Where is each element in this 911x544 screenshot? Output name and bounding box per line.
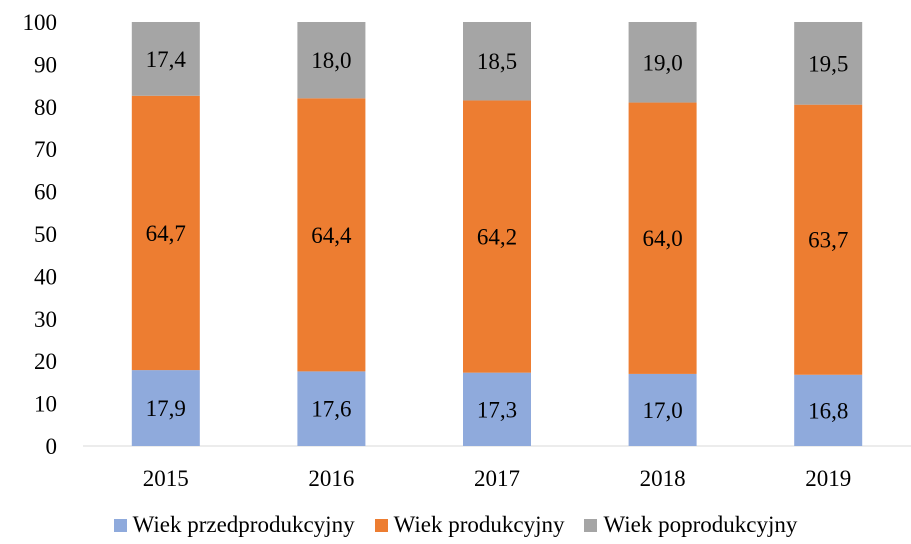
legend-label: Wiek przedprodukcyjny [132, 512, 355, 537]
bar-segment [131, 370, 200, 446]
y-tick-label: 80 [34, 95, 57, 120]
bar-segment [463, 22, 531, 101]
data-label: 17,0 [642, 398, 682, 423]
y-axis: 0 10 20 30 40 50 60 70 80 90 100 [23, 10, 58, 459]
data-label: 64,0 [642, 226, 682, 251]
legend-swatch [584, 518, 598, 532]
stacked-bar-chart: 0 10 20 30 40 50 60 70 80 90 100 17,9 64,7 17,4 17,6 6… [23, 10, 911, 491]
legend-item-post-working-age: Wiek poprodukcyjny [584, 512, 797, 538]
legend-label: Wiek poprodukcyjny [603, 512, 798, 537]
bar-segment [628, 102, 697, 374]
bar-segment [297, 371, 366, 446]
y-tick-label: 40 [34, 264, 57, 289]
y-tick-label: 10 [34, 392, 57, 417]
bars [131, 22, 863, 446]
legend-label: Wiek produkcyjny [393, 512, 565, 537]
x-tick-label: 2018 [640, 466, 686, 491]
data-label: 17,6 [311, 397, 351, 422]
data-labels: 17,9 64,7 17,4 17,6 64,4 18,0 17,3 64,2 18,5 17,0… [146, 47, 849, 423]
legend-swatch [113, 518, 127, 532]
data-label: 18,0 [311, 48, 351, 73]
data-label: 64,7 [146, 221, 186, 246]
bar-segment [794, 104, 863, 375]
y-tick-label: 60 [34, 180, 57, 205]
data-label: 17,4 [146, 47, 187, 72]
y-tick-label: 50 [34, 222, 57, 247]
y-tick-label: 30 [34, 307, 57, 332]
bar-segment [628, 373, 697, 446]
data-label: 19,0 [642, 50, 682, 75]
data-label: 17,3 [477, 397, 517, 422]
bar-segment [131, 95, 200, 371]
bar-segment [463, 100, 531, 373]
x-tick-label: 2016 [308, 466, 354, 491]
data-label: 18,5 [477, 49, 517, 74]
legend-swatch [374, 518, 388, 532]
bar-segment [628, 22, 697, 103]
data-label: 17,9 [146, 396, 186, 421]
legend-item-pre-working-age: Wiek przedprodukcyjny [113, 512, 355, 538]
bar-segment [794, 374, 863, 446]
data-label: 63,7 [808, 228, 848, 253]
bar-segment [297, 98, 366, 372]
data-label: 19,5 [808, 51, 848, 76]
data-label: 64,2 [477, 225, 517, 250]
x-tick-label: 2017 [474, 466, 520, 491]
bar-segment [297, 22, 366, 99]
data-label: 16,8 [808, 398, 848, 423]
y-tick-label: 90 [34, 52, 57, 77]
y-tick-label: 70 [34, 137, 57, 162]
x-tick-label: 2019 [805, 466, 851, 491]
x-axis: 2015 2016 2017 2018 2019 [143, 466, 851, 491]
bar-segment [794, 22, 863, 105]
legend: Wiek przedprodukcyjny Wiek produkcyjny W… [0, 508, 911, 542]
legend-item-working-age: Wiek produkcyjny [374, 512, 565, 538]
y-tick-label: 100 [23, 10, 58, 35]
bar-segment [463, 372, 531, 446]
y-tick-label: 20 [34, 349, 57, 374]
y-tick-label: 0 [46, 434, 58, 459]
bar-segment [131, 22, 200, 96]
x-tick-label: 2015 [143, 466, 189, 491]
data-label: 64,4 [311, 223, 352, 248]
